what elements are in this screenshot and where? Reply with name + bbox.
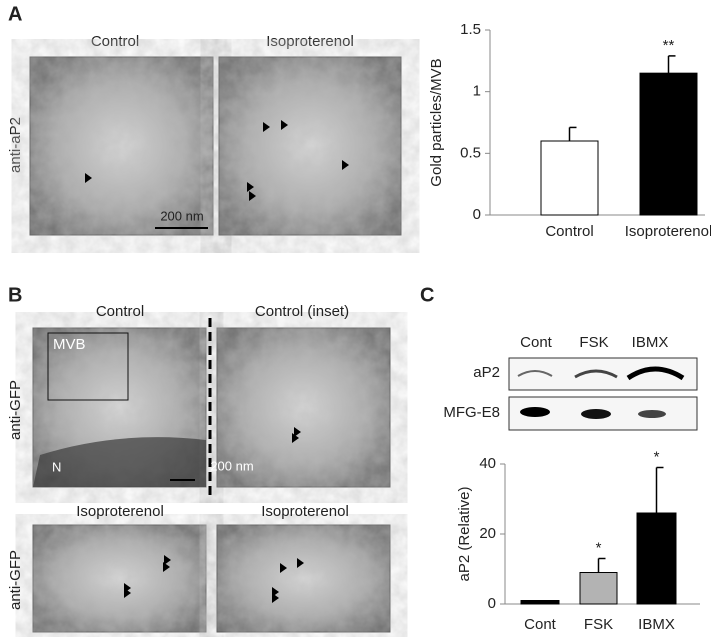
y-axis-label: aP2 (Relative) — [456, 486, 473, 581]
lane-label: FSK — [579, 334, 608, 351]
x-tick-label: Isoproterenol — [625, 223, 711, 240]
antibody-label: anti-GFP — [7, 550, 24, 610]
significance: ** — [663, 37, 675, 54]
y-tick-label: 40 — [479, 455, 496, 472]
panel-letter: A — [8, 3, 22, 25]
y-tick-label: 0.5 — [460, 144, 481, 161]
image-label: Isoproterenol — [76, 503, 164, 520]
significance: * — [654, 448, 660, 465]
bar — [636, 512, 677, 605]
scale-label: 200 nm — [160, 208, 203, 223]
significance: * — [596, 539, 602, 556]
bar — [579, 572, 618, 605]
y-axis-label: Gold particles/MVB — [428, 58, 445, 186]
image-label: Isoproterenol — [266, 33, 354, 50]
y-tick-label: 0 — [488, 595, 496, 612]
bar — [520, 600, 560, 605]
image-label: Control — [96, 303, 144, 320]
image-label: Control (inset) — [255, 303, 349, 320]
x-tick-label: IBMX — [638, 616, 675, 633]
y-tick-label: 0 — [473, 206, 481, 223]
lane-label: IBMX — [632, 334, 669, 351]
image-label: Control — [91, 33, 139, 50]
antibody-label: anti-GFP — [7, 380, 24, 440]
panel-letter: B — [8, 284, 22, 306]
bar — [639, 72, 698, 216]
micrographs — [29, 56, 402, 633]
x-tick-label: Cont — [524, 616, 557, 633]
western-blot — [508, 357, 698, 431]
nucleus-label: N — [52, 459, 61, 474]
y-tick-label: 1 — [473, 83, 481, 100]
box-label: MVB — [53, 336, 86, 353]
image-label: Isoproterenol — [261, 503, 349, 520]
bar — [540, 140, 599, 216]
blot-label: MFG-E8 — [443, 404, 500, 421]
x-tick-label: FSK — [584, 616, 613, 633]
x-tick-label: Control — [545, 223, 593, 240]
blot-label: aP2 — [473, 364, 500, 381]
y-tick-label: 1.5 — [460, 21, 481, 38]
scale-label: 200 nm — [210, 458, 253, 473]
y-tick-label: 20 — [479, 525, 496, 542]
panel-letter: C — [420, 284, 434, 306]
lane-label: Cont — [520, 334, 553, 351]
antibody-label: anti-aP2 — [7, 117, 24, 173]
